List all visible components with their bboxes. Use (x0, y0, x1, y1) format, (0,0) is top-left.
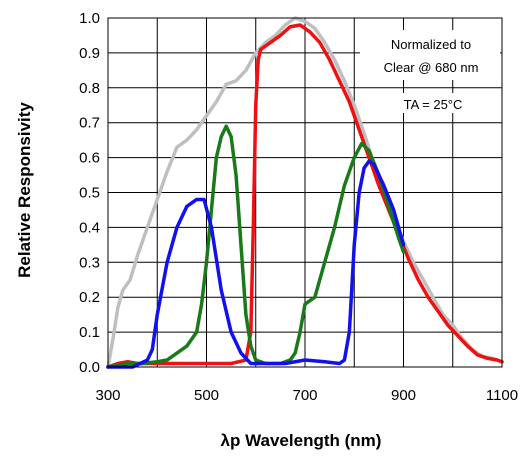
y-tick-label: 0.1 (79, 324, 100, 341)
series-line-2 (106, 23, 504, 369)
x-axis-title: λp Wavelength (nm) (221, 431, 382, 450)
series-line-4 (106, 159, 406, 369)
series-line-3 (106, 124, 406, 369)
annotation-temperature: TA = 25°C (404, 97, 463, 112)
y-tick-label: 0.3 (79, 254, 100, 271)
annotation-box (360, 30, 500, 80)
x-tick-label: 300 (95, 387, 120, 404)
y-tick-label: 0.9 (79, 45, 100, 62)
y-tick-label: 0.5 (79, 185, 100, 202)
x-tick-label: 1100 (486, 387, 518, 404)
x-tick-label: 900 (391, 387, 416, 404)
y-tick-label: 1.0 (79, 10, 100, 27)
x-tick-label: 500 (194, 387, 219, 404)
y-tick-label: 0.8 (79, 80, 100, 97)
plot-border (107, 17, 503, 368)
y-tick-label: 0.2 (79, 289, 100, 306)
tick-labels: 300 500 700 900 1100 0.0 0.1 0.2 0.3 0.4 0.5 0.6 0.7… (79, 10, 518, 404)
y-tick-label: 0.0 (79, 359, 100, 376)
y-tick-label: 0.7 (79, 115, 100, 132)
y-axis-title: Relative Responsivity (15, 102, 34, 278)
x-tick-label: 700 (292, 387, 317, 404)
plot-frame (107, 17, 503, 368)
y-tick-label: 0.6 (79, 150, 100, 167)
y-tick-label: 0.4 (79, 219, 100, 236)
annotation-clear: Clear @ 680 nm (384, 60, 479, 75)
annotation-normalized: Normalized to (391, 37, 471, 52)
annotation-temp-box (393, 93, 473, 113)
